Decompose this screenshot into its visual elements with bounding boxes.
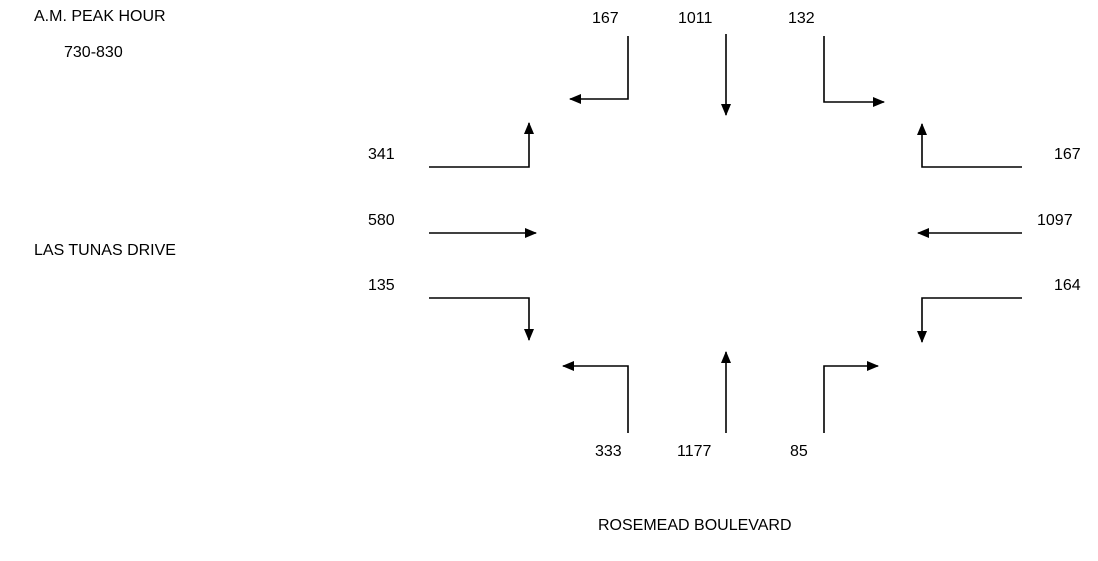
sb-left-volume: 132 — [788, 10, 815, 27]
time-period: 730-830 — [64, 44, 123, 61]
wb-left-volume: 164 — [1054, 277, 1081, 294]
nb-left-volume: 333 — [595, 443, 622, 460]
wb-through-volume: 1097 — [1037, 212, 1073, 229]
wb-right-volume: 167 — [1054, 146, 1081, 163]
sb-right-volume: 167 — [592, 10, 619, 27]
eb-right-volume: 135 — [368, 277, 395, 294]
nb-left-turn-arrow — [562, 361, 629, 433]
wb-left-turn-arrow — [917, 297, 1022, 343]
nb-right-volume: 85 — [790, 443, 808, 460]
peak-hour-title: A.M. PEAK HOUR — [34, 8, 166, 25]
eb-right-turn-arrow — [429, 297, 534, 341]
sb-through-volume: 1011 — [678, 10, 713, 27]
east-west-street-label: LAS TUNAS DRIVE — [34, 242, 176, 259]
wb-right-turn-arrow — [917, 123, 1022, 168]
north-south-street-label: ROSEMEAD BOULEVARD — [598, 517, 792, 534]
sb-right-turn-arrow — [569, 36, 629, 104]
nb-through-volume: 1177 — [677, 443, 712, 460]
eb-through-volume: 580 — [368, 212, 395, 229]
sb-left-turn-arrow — [823, 36, 885, 107]
eb-left-volume: 341 — [368, 146, 395, 163]
nb-right-turn-arrow — [823, 361, 879, 433]
eb-left-turn-arrow — [429, 122, 534, 168]
